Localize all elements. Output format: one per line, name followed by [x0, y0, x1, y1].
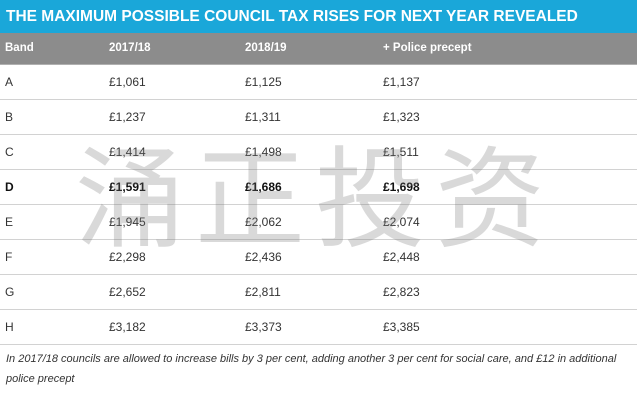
table-header-row: Band 2017/18 2018/19 + Police precept	[0, 33, 637, 65]
column-header-band: Band	[5, 42, 34, 54]
band-cell: E	[5, 215, 14, 229]
table-row: A £1,061 £1,125 £1,137	[0, 65, 637, 100]
value-2017-cell: £2,652	[109, 285, 146, 299]
police-precept-cell: £1,511	[383, 145, 419, 159]
value-2018-cell: £2,811	[245, 285, 281, 299]
value-2017-cell: £2,298	[109, 250, 146, 264]
value-2017-cell: £3,182	[109, 320, 146, 334]
column-header-2017-18: 2017/18	[109, 42, 151, 54]
table-row: E £1,945 £2,062 £2,074	[0, 205, 637, 240]
table-row-highlighted: D £1,591 £1,686 £1,698	[0, 170, 637, 205]
police-precept-cell: £3,385	[383, 320, 420, 334]
band-cell: F	[5, 250, 13, 264]
band-cell: G	[5, 285, 15, 299]
band-cell: B	[5, 110, 14, 124]
band-cell: H	[5, 320, 14, 334]
police-precept-cell: £2,074	[383, 215, 420, 229]
band-cell: D	[5, 180, 14, 194]
police-precept-cell: £2,823	[383, 285, 420, 299]
column-header-police-precept: + Police precept	[383, 42, 472, 54]
police-precept-cell: £2,448	[383, 250, 420, 264]
value-2017-cell: £1,061	[109, 75, 146, 89]
value-2018-cell: £3,373	[245, 320, 282, 334]
value-2018-cell: £1,125	[245, 75, 282, 89]
table-row: C £1,414 £1,498 £1,511	[0, 135, 637, 170]
table-title: THE MAXIMUM POSSIBLE COUNCIL TAX RISES F…	[0, 0, 637, 33]
police-precept-cell: £1,137	[383, 75, 420, 89]
value-2017-cell: £1,591	[109, 180, 146, 194]
police-precept-cell: £1,698	[383, 180, 420, 194]
table-row: G £2,652 £2,811 £2,823	[0, 275, 637, 310]
value-2018-cell: £1,498	[245, 145, 282, 159]
band-cell: A	[5, 75, 14, 89]
value-2018-cell: £2,062	[245, 215, 282, 229]
table-row: B £1,237 £1,311 £1,323	[0, 100, 637, 135]
column-header-2018-19: 2018/19	[245, 42, 287, 54]
value-2017-cell: £1,414	[109, 145, 146, 159]
value-2018-cell: £2,436	[245, 250, 282, 264]
table-footnote: In 2017/18 councils are allowed to incre…	[6, 353, 617, 385]
police-precept-cell: £1,323	[383, 110, 420, 124]
table-row: F £2,298 £2,436 £2,448	[0, 240, 637, 275]
band-cell: C	[5, 145, 14, 159]
table-row: H £3,182 £3,373 £3,385	[0, 310, 637, 345]
value-2018-cell: £1,311	[245, 110, 281, 124]
value-2018-cell: £1,686	[245, 180, 282, 194]
value-2017-cell: £1,237	[109, 110, 146, 124]
value-2017-cell: £1,945	[109, 215, 146, 229]
